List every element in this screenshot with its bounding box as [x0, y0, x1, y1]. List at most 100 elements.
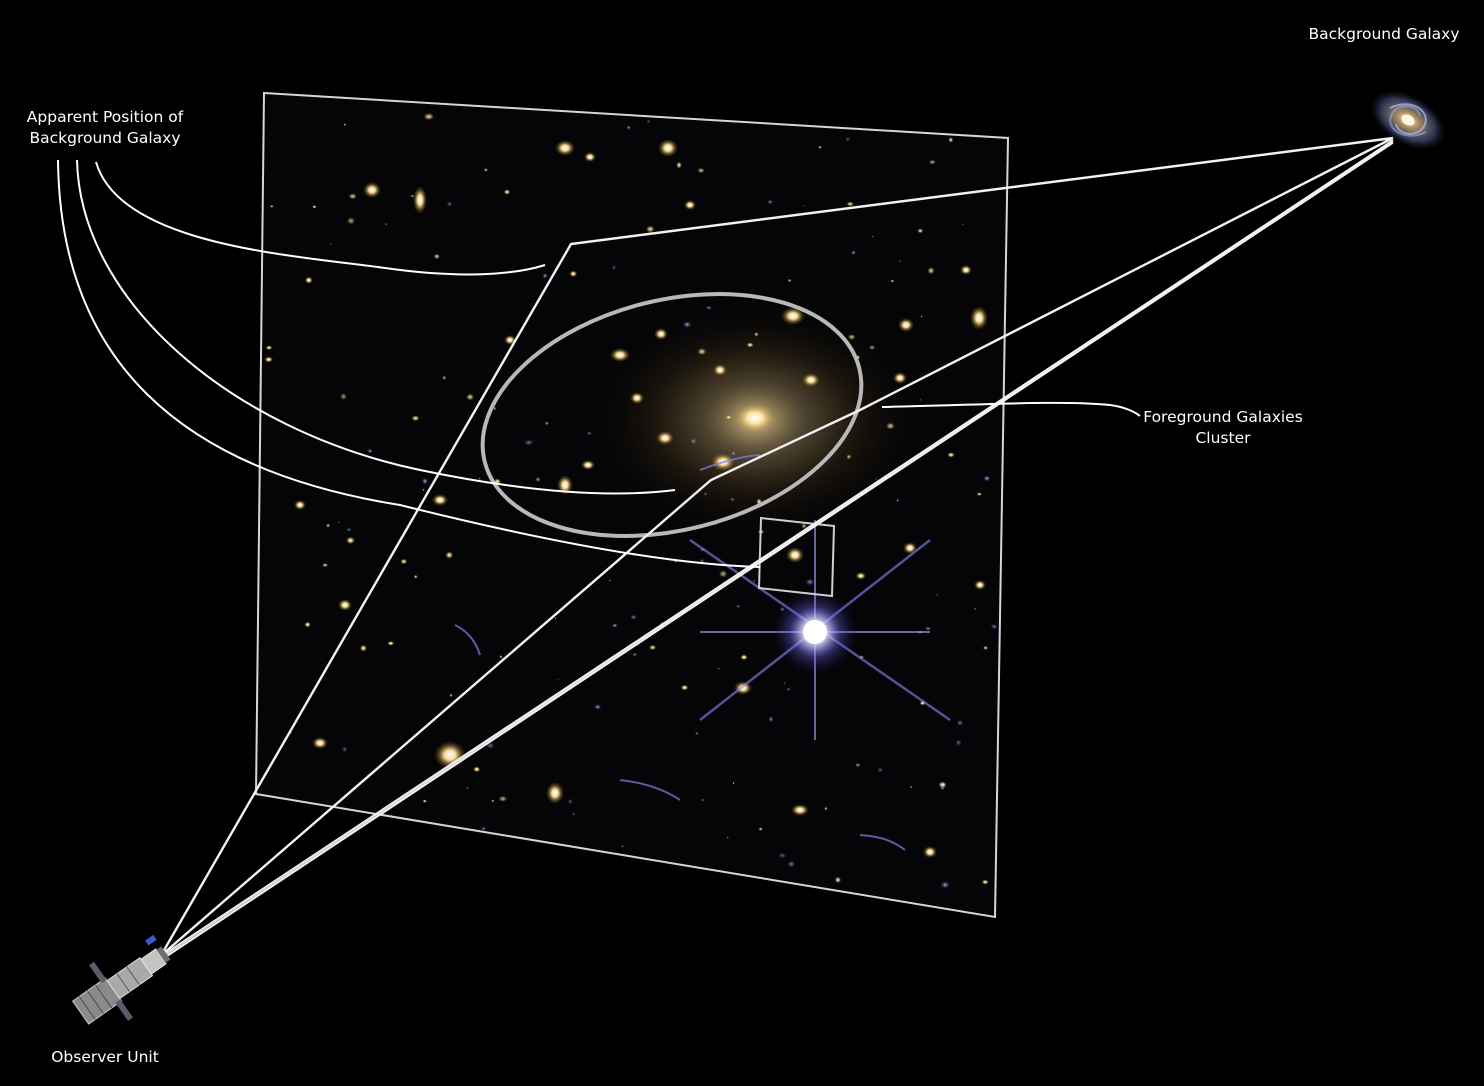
cluster-galaxy — [974, 580, 986, 590]
cluster-galaxy — [630, 392, 644, 404]
faint-galaxy — [264, 356, 274, 363]
cluster-galaxy — [555, 140, 575, 156]
faint-galaxy — [885, 422, 896, 430]
cluster-galaxy — [684, 200, 696, 210]
faint-galaxy — [697, 347, 707, 356]
faint-galaxy — [717, 667, 720, 670]
faint-galaxy — [982, 645, 989, 651]
faint-blue-galaxy — [383, 222, 389, 226]
faint-galaxy — [569, 270, 578, 278]
cluster-galaxy — [413, 186, 427, 214]
cluster-galaxy — [584, 152, 596, 162]
cluster-galaxy — [713, 364, 727, 376]
faint-galaxy — [499, 654, 503, 659]
faint-blue-galaxy — [324, 859, 328, 863]
faint-galaxy — [986, 119, 991, 124]
faint-blue-galaxy — [700, 798, 705, 802]
faint-galaxy — [746, 342, 754, 348]
faint-galaxy — [824, 806, 828, 811]
faint-blue-galaxy — [632, 652, 638, 658]
faint-blue-galaxy — [844, 136, 851, 142]
faint-galaxy — [847, 333, 856, 341]
faint-blue-galaxy — [629, 614, 638, 620]
faint-galaxy — [422, 488, 425, 492]
faint-blue-galaxy — [850, 249, 857, 256]
faint-blue-galaxy — [777, 852, 787, 859]
background-galaxy — [1369, 89, 1447, 151]
faint-galaxy — [478, 477, 481, 480]
faint-blue-galaxy — [783, 681, 786, 686]
faint-galaxy — [645, 225, 655, 234]
faint-galaxy — [718, 569, 728, 578]
faint-blue-galaxy — [736, 604, 741, 609]
faint-galaxy — [834, 876, 842, 884]
faint-galaxy — [696, 167, 706, 174]
faint-galaxy — [346, 216, 356, 225]
cluster-galaxy — [546, 782, 564, 804]
cluster-galaxy — [734, 681, 752, 695]
faint-galaxy — [927, 266, 935, 275]
faint-blue-galaxy — [593, 703, 602, 710]
faint-galaxy — [387, 641, 395, 646]
faint-galaxy — [491, 799, 495, 803]
faint-galaxy — [936, 594, 939, 596]
faint-galaxy — [544, 421, 550, 426]
faint-galaxy — [498, 795, 508, 803]
faint-blue-galaxy — [805, 578, 815, 586]
faint-blue-galaxy — [705, 305, 713, 310]
faint-blue-galaxy — [717, 421, 719, 424]
faint-galaxy — [472, 766, 481, 773]
faint-blue-galaxy — [956, 719, 964, 727]
cluster-galaxy — [970, 306, 988, 330]
faint-blue-galaxy — [955, 739, 963, 747]
faint-galaxy — [947, 452, 955, 458]
faint-galaxy — [875, 478, 877, 480]
background-galaxy-label: Background Galaxy — [1308, 25, 1460, 43]
faint-galaxy — [818, 145, 823, 149]
faint-galaxy — [466, 786, 469, 790]
faint-galaxy — [846, 201, 855, 207]
faint-galaxy — [868, 345, 876, 350]
faint-galaxy — [345, 536, 356, 545]
faint-galaxy — [304, 621, 311, 628]
faint-galaxy — [400, 558, 408, 565]
apparent-position-label: Apparent Position of Background Galaxy — [10, 107, 200, 149]
faint-galaxy — [846, 454, 852, 460]
faint-blue-galaxy — [766, 199, 774, 205]
faint-galaxy — [534, 476, 542, 483]
cluster-galaxy — [903, 542, 917, 554]
bright-star — [689, 520, 951, 740]
faint-blue-galaxy — [646, 119, 651, 124]
observer-unit-label: Observer Unit — [51, 1048, 159, 1066]
faint-galaxy — [338, 521, 340, 524]
faint-galaxy — [312, 205, 317, 209]
faint-blue-galaxy — [768, 715, 774, 723]
faint-blue-galaxy — [940, 785, 946, 791]
faint-galaxy — [449, 693, 453, 698]
apparent-position-label-line-2: Background Galaxy — [29, 129, 181, 147]
faint-galaxy — [917, 228, 924, 234]
light-paths — [161, 136, 1394, 958]
faint-galaxy — [754, 331, 759, 337]
faint-galaxy — [348, 193, 358, 200]
faint-blue-galaxy — [885, 107, 892, 113]
faint-galaxy — [725, 415, 732, 420]
cluster-galaxy — [432, 494, 448, 506]
faint-galaxy — [676, 161, 682, 169]
faint-galaxy — [890, 279, 895, 283]
faint-galaxy — [326, 523, 331, 528]
faint-galaxy — [433, 253, 441, 260]
cluster-galaxy — [294, 500, 306, 510]
faint-blue-galaxy — [567, 798, 573, 805]
faint-galaxy — [339, 392, 348, 401]
faint-blue-galaxy — [729, 496, 735, 502]
faint-blue-galaxy — [557, 678, 560, 681]
faint-galaxy — [680, 684, 689, 691]
cluster-galaxy — [312, 737, 328, 749]
faint-galaxy — [920, 315, 923, 318]
faint-galaxy — [855, 572, 867, 580]
faint-galaxy — [442, 375, 447, 381]
cluster-galaxy — [802, 373, 820, 387]
